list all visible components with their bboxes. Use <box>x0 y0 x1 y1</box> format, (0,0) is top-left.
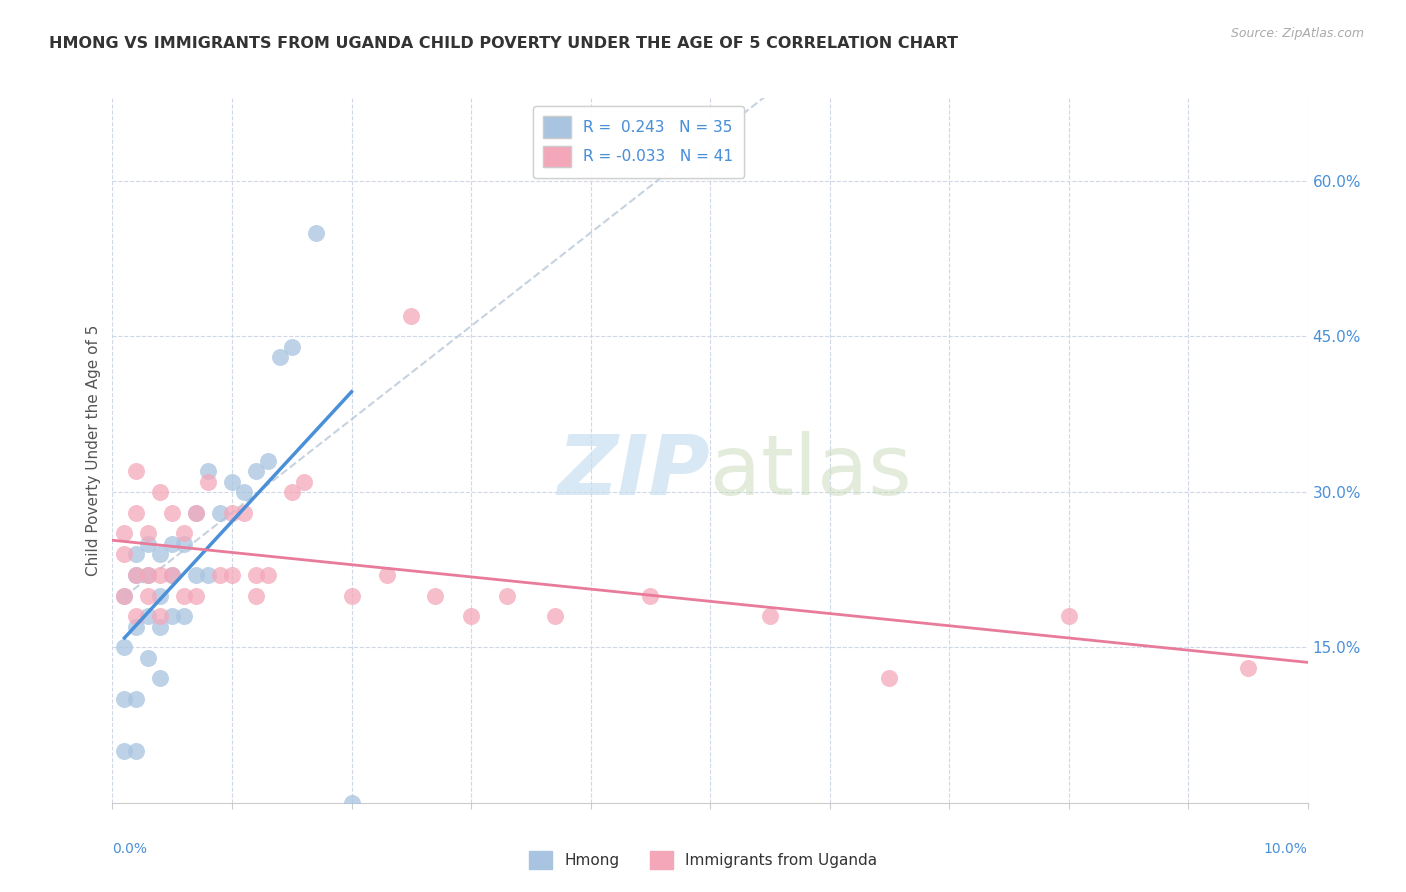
Point <box>221 567 243 582</box>
Point <box>460 609 482 624</box>
Point <box>197 464 219 478</box>
Point <box>125 744 148 758</box>
Point <box>149 619 172 633</box>
Point <box>138 567 160 582</box>
Text: HMONG VS IMMIGRANTS FROM UGANDA CHILD POVERTY UNDER THE AGE OF 5 CORRELATION CHA: HMONG VS IMMIGRANTS FROM UGANDA CHILD PO… <box>49 36 959 51</box>
Point <box>186 567 208 582</box>
Point <box>114 589 135 603</box>
Point <box>640 589 662 603</box>
Y-axis label: Child Poverty Under the Age of 5: Child Poverty Under the Age of 5 <box>86 325 101 576</box>
Point <box>114 744 135 758</box>
Point <box>879 672 901 686</box>
Point <box>125 464 148 478</box>
Point <box>496 589 519 603</box>
Point <box>149 609 172 624</box>
Point <box>233 484 256 499</box>
Legend: R =  0.243   N = 35, R = -0.033   N = 41: R = 0.243 N = 35, R = -0.033 N = 41 <box>533 106 744 178</box>
Point <box>125 506 148 520</box>
Point <box>245 567 267 582</box>
Point <box>114 547 135 561</box>
Point <box>138 537 160 551</box>
Text: 0.0%: 0.0% <box>112 841 148 855</box>
Point <box>257 567 280 582</box>
Point <box>138 567 160 582</box>
Text: atlas: atlas <box>710 431 911 512</box>
Point <box>149 484 172 499</box>
Text: Source: ZipAtlas.com: Source: ZipAtlas.com <box>1230 27 1364 40</box>
Legend: Hmong, Immigrants from Uganda: Hmong, Immigrants from Uganda <box>523 845 883 875</box>
Point <box>197 567 219 582</box>
Point <box>245 464 267 478</box>
Point <box>543 609 565 624</box>
Point <box>138 609 160 624</box>
Point <box>233 506 256 520</box>
Point <box>162 609 183 624</box>
Point <box>162 537 183 551</box>
Point <box>209 567 232 582</box>
Point <box>149 547 172 561</box>
Point <box>186 506 208 520</box>
Point <box>377 567 399 582</box>
Point <box>162 567 183 582</box>
Point <box>186 589 208 603</box>
Point <box>162 567 183 582</box>
Point <box>149 672 172 686</box>
Point <box>340 796 363 810</box>
Text: ZIP: ZIP <box>557 431 710 512</box>
Point <box>138 526 160 541</box>
Point <box>125 609 148 624</box>
Point <box>221 475 243 489</box>
Point <box>186 506 208 520</box>
Point <box>114 526 135 541</box>
Point <box>114 589 135 603</box>
Point <box>221 506 243 520</box>
Point <box>1237 661 1260 675</box>
Point <box>197 475 219 489</box>
Point <box>125 692 148 706</box>
Point <box>305 226 328 240</box>
Point <box>173 526 195 541</box>
Point <box>125 619 148 633</box>
Point <box>149 567 172 582</box>
Text: 10.0%: 10.0% <box>1264 841 1308 855</box>
Point <box>281 484 304 499</box>
Point <box>173 609 195 624</box>
Point <box>173 537 195 551</box>
Point <box>269 350 291 364</box>
Point <box>125 567 148 582</box>
Point <box>125 547 148 561</box>
Point <box>125 567 148 582</box>
Point <box>425 589 447 603</box>
Point <box>209 506 232 520</box>
Point <box>162 506 183 520</box>
Point <box>114 692 135 706</box>
Point <box>257 454 280 468</box>
Point <box>1057 609 1080 624</box>
Point <box>138 650 160 665</box>
Point <box>759 609 782 624</box>
Point <box>292 475 315 489</box>
Point <box>245 589 267 603</box>
Point <box>340 589 363 603</box>
Point <box>138 589 160 603</box>
Point <box>281 340 304 354</box>
Point <box>149 589 172 603</box>
Point <box>173 589 195 603</box>
Point <box>114 640 135 655</box>
Point <box>401 309 423 323</box>
